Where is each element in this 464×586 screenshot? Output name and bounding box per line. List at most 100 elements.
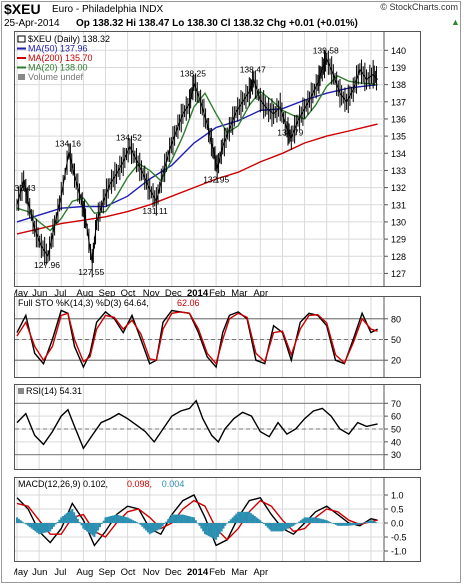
macd-histogram-bar <box>355 523 358 525</box>
macd-histogram-bar <box>110 516 113 523</box>
price-annotation: 138.47 <box>240 65 266 75</box>
macd-histogram-bar <box>323 519 326 523</box>
macd-histogram-bar <box>314 517 317 523</box>
series-line-signal <box>16 499 378 541</box>
macd-histogram-bar <box>283 523 286 531</box>
macd-histogram-bar <box>213 523 216 539</box>
x-tick-label: Nov <box>143 567 160 578</box>
y-tick-label: 60 <box>391 412 401 422</box>
y-tick-label: 138 <box>391 80 406 90</box>
y-tick-label: 136 <box>391 114 406 124</box>
y-tick-label: 129 <box>391 235 406 245</box>
legend-label: MA(50) 137.96 <box>28 44 88 54</box>
legend-swatch <box>18 388 24 394</box>
macd-histogram-bar <box>312 517 315 523</box>
macd-histogram-bar <box>117 515 120 523</box>
macd-histogram-bar <box>84 523 87 530</box>
macd-histogram-bar <box>375 522 378 524</box>
macd-histogram-bar <box>163 523 166 524</box>
macd-legend-label: 0.098, <box>127 479 152 489</box>
macd-histogram-bar <box>108 516 111 523</box>
macd-histogram-bar <box>167 519 170 523</box>
macd-histogram-bar <box>102 520 105 523</box>
macd-histogram-bar <box>224 523 227 526</box>
macd-histogram-bar <box>231 517 234 523</box>
macd-histogram-bar <box>325 520 328 523</box>
price-annotation: 131.11 <box>142 206 168 216</box>
macd-histogram-bar <box>47 523 50 532</box>
macd-histogram-bar <box>121 516 124 523</box>
macd-histogram-bar <box>220 523 223 532</box>
macd-histogram-bar <box>143 523 146 529</box>
macd-histogram-bar <box>338 523 341 526</box>
macd-histogram-bar <box>369 520 372 523</box>
macd-histogram-bar <box>51 523 54 530</box>
macd-histogram-bar <box>65 513 68 523</box>
macd-histogram-bar <box>204 523 207 535</box>
x-tick-label: Aug <box>76 567 93 578</box>
macd-histogram-bar <box>345 523 348 526</box>
macd-histogram-bar <box>74 515 77 523</box>
macd-histogram-bar <box>62 516 65 523</box>
macd-histogram-bar <box>165 521 168 523</box>
y-tick-label: 20 <box>391 356 401 366</box>
macd-histogram-bar <box>318 518 321 523</box>
legend-swatch <box>18 74 25 80</box>
macd-histogram-bar <box>357 523 360 525</box>
macd-histogram-bar <box>235 513 238 523</box>
macd-histogram-bar <box>111 515 114 523</box>
macd-panel: -1.0 -0.5 0.0 0.5 1.0 MACD(12,26,9) 0.102, 0.0… <box>14 477 421 562</box>
macd-histogram-bar <box>34 523 37 532</box>
price-annotation: 134.16 <box>55 139 81 149</box>
macd-histogram-bar <box>322 519 325 523</box>
y-tick-label: -1.0 <box>391 547 407 557</box>
macd-histogram-bar <box>91 523 94 536</box>
macd-histogram-bar <box>222 523 225 529</box>
macd-histogram-bar <box>63 514 66 523</box>
macd-histogram-bar <box>183 515 186 523</box>
x-tick-label: Jul <box>54 288 66 297</box>
x-tick-label: Oct <box>121 288 136 297</box>
x-tick-label: 2014 <box>187 567 209 578</box>
macd-histogram-bar <box>194 520 197 523</box>
macd-histogram-bar <box>19 520 22 523</box>
macd-histogram-bar <box>187 516 190 523</box>
macd-histogram-bar <box>266 523 269 528</box>
legend-label: MA(200) 135.70 <box>28 53 93 63</box>
x-tick-label: Aug <box>76 288 93 297</box>
macd-histogram-bar <box>82 523 85 529</box>
macd-histogram-bar <box>257 518 260 523</box>
stochastic-legend-label: Full STO %K(14,3) %D(3) 64.64, <box>18 298 149 308</box>
macd-histogram-bar <box>106 516 109 523</box>
macd-histogram-bar <box>104 517 107 523</box>
macd-histogram-bar <box>344 523 347 526</box>
y-tick-label: 132 <box>391 183 406 193</box>
x-tick-label: Mar <box>231 567 247 578</box>
macd-histogram-bar <box>23 523 26 524</box>
macd-histogram-bar <box>21 521 24 523</box>
macd-histogram-bar <box>189 516 192 523</box>
legend-swatch <box>17 35 26 43</box>
macd-histogram-bar <box>76 518 79 523</box>
macd-histogram-bar <box>191 516 194 523</box>
y-tick-label: 40 <box>391 437 401 447</box>
macd-histogram-bar <box>56 522 59 523</box>
macd-histogram-bar <box>119 515 122 523</box>
macd-histogram-bar <box>351 523 354 526</box>
macd-histogram-bar <box>39 523 42 534</box>
macd-histogram-bar <box>277 523 280 532</box>
macd-histogram-bar <box>303 517 306 523</box>
price-annotation: 138.25 <box>180 68 206 78</box>
macd-histogram-bar <box>100 523 103 524</box>
macd-histogram-bar <box>250 513 253 523</box>
series-line--d <box>16 311 378 366</box>
macd-histogram-bar <box>161 523 164 527</box>
macd-histogram-bar <box>310 517 313 523</box>
macd-histogram-bar <box>93 523 96 537</box>
x-tick-label: Dec <box>165 288 182 297</box>
macd-histogram-bar <box>336 523 339 526</box>
macd-histogram-bar <box>192 517 195 523</box>
macd-histogram-bar <box>275 523 278 532</box>
macd-histogram-bar <box>281 523 284 532</box>
macd-histogram-bar <box>360 523 363 524</box>
